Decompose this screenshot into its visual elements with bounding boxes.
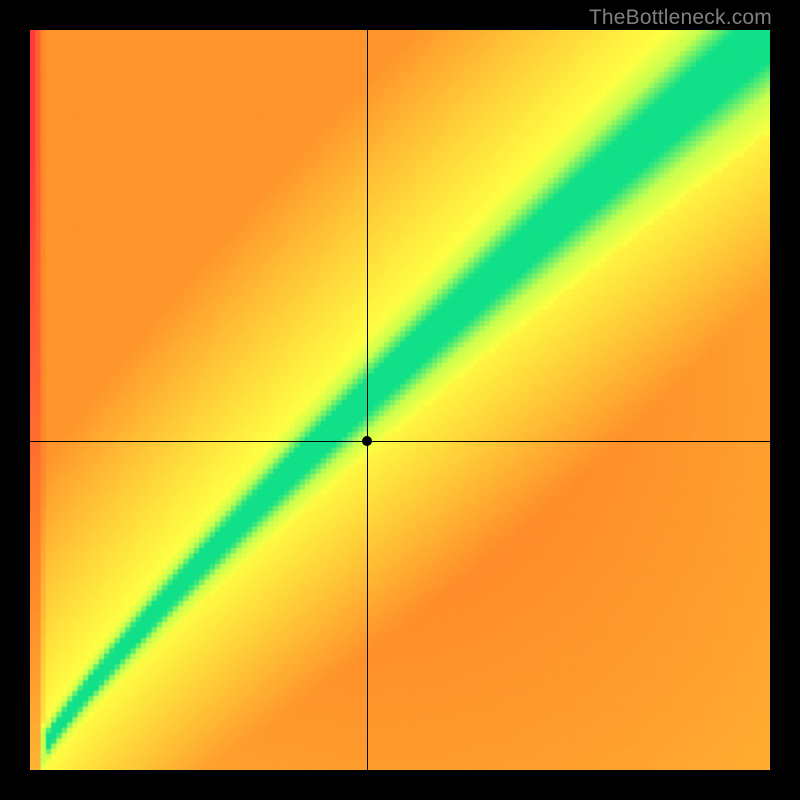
crosshair-horizontal: [30, 441, 770, 442]
heatmap-canvas: [30, 30, 770, 770]
chart-container: TheBottleneck.com: [0, 0, 800, 800]
crosshair-vertical: [367, 30, 368, 770]
plot-area: [30, 30, 770, 770]
watermark-text: TheBottleneck.com: [589, 6, 772, 30]
crosshair-marker: [362, 436, 372, 446]
